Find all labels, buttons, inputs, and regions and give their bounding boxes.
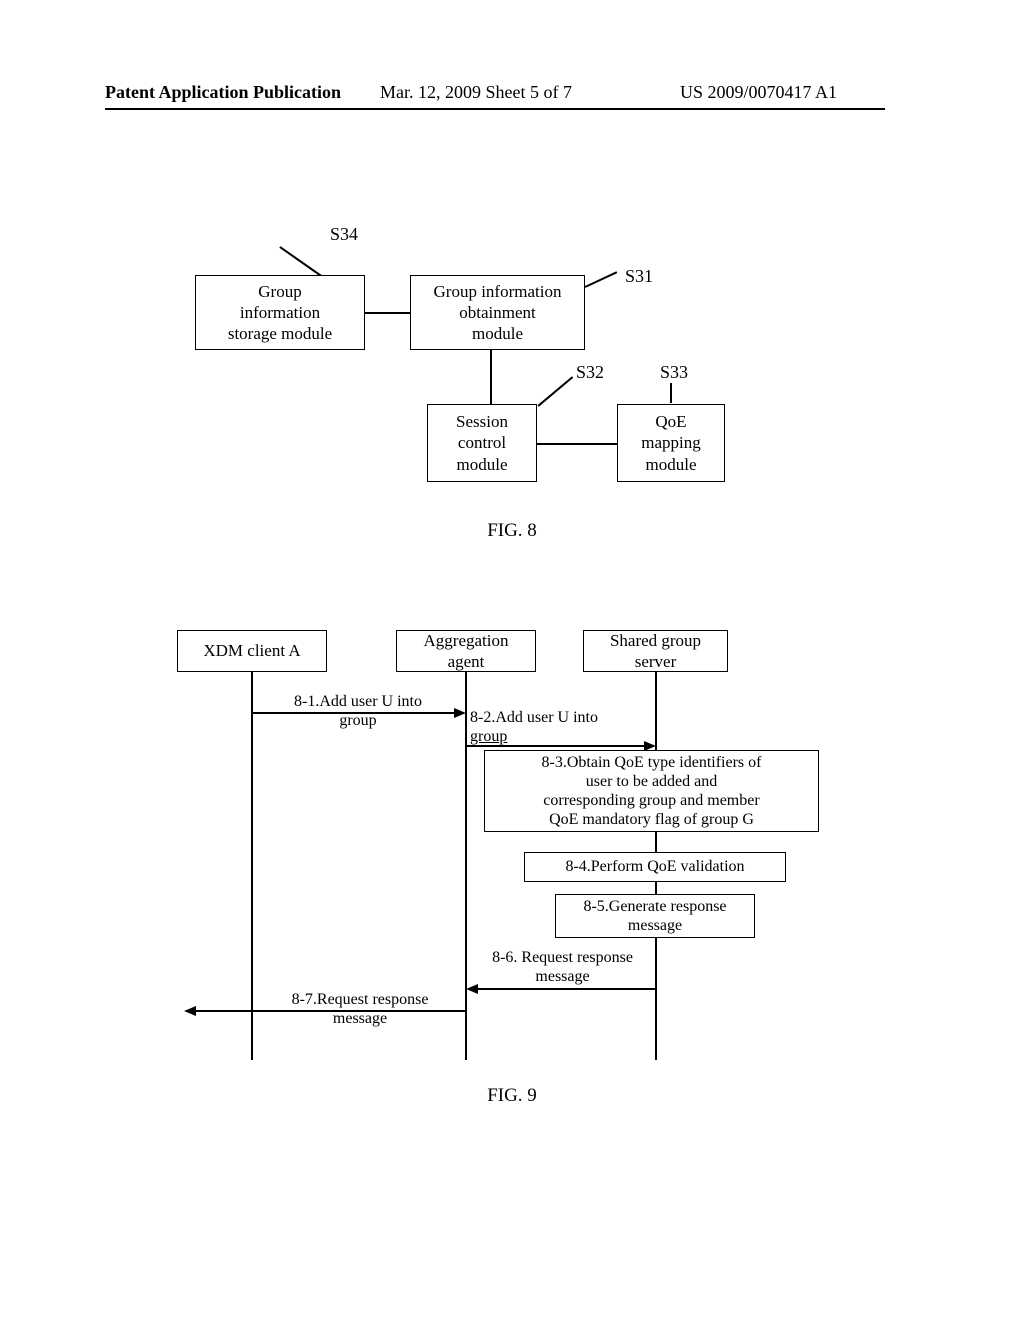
box-qoe-module: QoE mapping module	[617, 404, 725, 482]
storage-l3: storage module	[196, 323, 364, 344]
arrow-8-6	[478, 988, 656, 990]
fig8-caption: FIG. 8	[0, 520, 1024, 542]
box-8-5: 8-5.Generate response message	[555, 894, 755, 938]
lifeline-a	[251, 672, 253, 1060]
session-l1: Session	[428, 411, 536, 432]
actor-c1: Shared group	[584, 630, 727, 651]
link-storage-obtain	[365, 312, 410, 314]
session-l3: module	[428, 454, 536, 475]
link-session-qoe	[537, 443, 617, 445]
lead-s31	[585, 271, 617, 287]
ref-s33: S33	[660, 362, 688, 383]
box-8-3: 8-3.Obtain QoE type identifiers of user …	[484, 750, 819, 832]
actor-aggregation-agent: Aggregation agent	[396, 630, 536, 672]
msg-8-2: 8-2.Add user U into group	[470, 708, 650, 746]
session-l2: control	[428, 432, 536, 453]
actor-xdm-client: XDM client A	[177, 630, 327, 672]
arrowhead-8-1	[454, 708, 466, 718]
arrow-8-1	[252, 712, 454, 714]
actor-c2: server	[584, 651, 727, 672]
header-left: Patent Application Publication	[105, 82, 341, 103]
page: Patent Application Publication Mar. 12, …	[0, 0, 1024, 1320]
ref-s32: S32	[576, 362, 604, 383]
header-rule	[105, 108, 885, 110]
obtain-l3: module	[411, 323, 584, 344]
box-storage-module: Group information storage module	[195, 275, 365, 350]
arrowhead-8-6	[466, 984, 478, 994]
msg-8-6: 8-6. Request response message	[470, 948, 655, 986]
qoe-l3: module	[618, 454, 724, 475]
box-session-module: Session control module	[427, 404, 537, 482]
lifeline-b	[465, 672, 467, 1060]
header-center: Mar. 12, 2009 Sheet 5 of 7	[380, 82, 572, 103]
lead-s32	[538, 376, 573, 406]
arrow-8-7	[196, 1010, 466, 1012]
link-83-84	[655, 832, 657, 852]
storage-l2: information	[196, 302, 364, 323]
arrowhead-8-2	[644, 741, 656, 751]
obtain-l1: Group information	[411, 281, 584, 302]
qoe-l1: QoE	[618, 411, 724, 432]
storage-l1: Group	[196, 281, 364, 302]
actor-b1: Aggregation	[397, 630, 535, 651]
lead-s33	[670, 383, 672, 403]
box-obtainment-module: Group information obtainment module	[410, 275, 585, 350]
fig9-caption: FIG. 9	[0, 1085, 1024, 1107]
lead-s34	[280, 246, 326, 279]
ref-s34: S34	[330, 224, 358, 245]
link-obtain-session	[490, 350, 492, 405]
obtain-l2: obtainment	[411, 302, 584, 323]
link-84-85	[655, 882, 657, 894]
arrowhead-8-7	[184, 1006, 196, 1016]
arrow-8-2	[466, 745, 644, 747]
actor-shared-group-server: Shared group server	[583, 630, 728, 672]
qoe-l2: mapping	[618, 432, 724, 453]
ref-s31: S31	[625, 266, 653, 287]
actor-b2: agent	[397, 651, 535, 672]
actor-a: XDM client A	[178, 640, 326, 661]
box-8-4: 8-4.Perform QoE validation	[524, 852, 786, 882]
header-right: US 2009/0070417 A1	[680, 82, 837, 103]
